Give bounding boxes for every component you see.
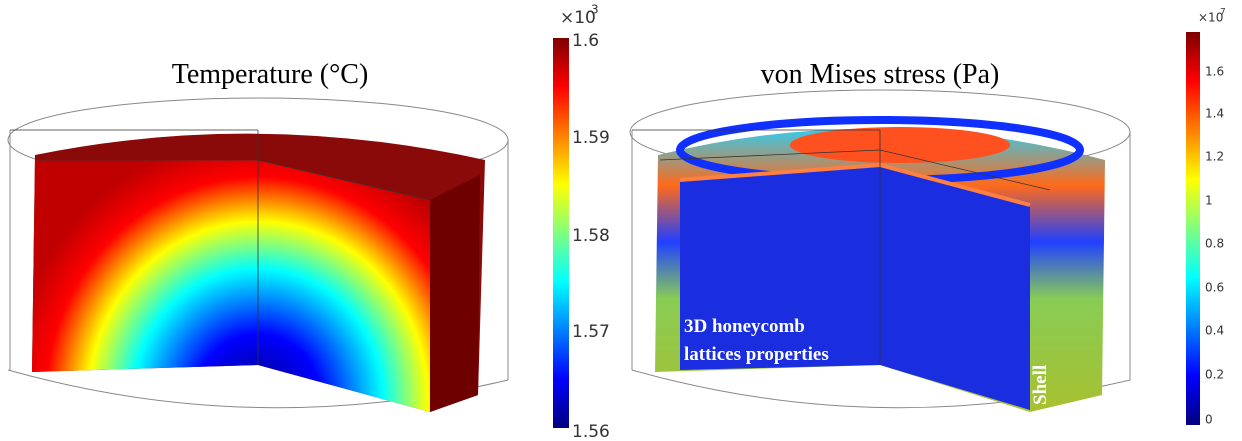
colorbar-tick: 1.58 bbox=[572, 226, 610, 246]
colorbar-tick: 0.8 bbox=[1205, 237, 1224, 251]
colorbar bbox=[553, 38, 569, 428]
figure: Temperature (°C) ×10 3 1.6 1.59 1.58 1.5… bbox=[0, 0, 1242, 441]
colorbar-tick: 1.57 bbox=[572, 322, 610, 342]
panel-title: von Mises stress (Pa) bbox=[761, 59, 1000, 90]
panel-title: Temperature (°C) bbox=[172, 59, 369, 90]
colorbar-tick: 1 bbox=[1205, 194, 1213, 208]
colorbar bbox=[1186, 32, 1200, 425]
annotation: 3D honeycomb bbox=[684, 316, 805, 337]
annotation: lattices properties bbox=[684, 344, 829, 365]
colorbar-exponent: 7 bbox=[1220, 8, 1226, 18]
cut-face bbox=[32, 160, 430, 412]
core bbox=[680, 165, 1030, 410]
temperature-panel: Temperature (°C) ×10 3 1.6 1.59 1.58 1.5… bbox=[8, 3, 610, 441]
colorbar-tick: 1.2 bbox=[1205, 150, 1224, 164]
colorbar-tick: 0.2 bbox=[1205, 368, 1224, 382]
colorbar-exponent: 3 bbox=[591, 3, 599, 17]
colorbar-tick: 0.4 bbox=[1205, 324, 1224, 338]
colorbar-tick: 1.6 bbox=[1205, 65, 1224, 79]
annotation: Shell bbox=[1030, 365, 1051, 405]
colorbar-tick: 1.4 bbox=[1205, 107, 1224, 121]
stress-panel: von Mises stress (Pa) 3D honeycomb latti… bbox=[630, 8, 1226, 427]
colorbar-tick: 1.56 bbox=[572, 422, 610, 441]
colorbar-tick: 1.6 bbox=[572, 31, 599, 51]
colorbar-tick: 1.59 bbox=[572, 128, 610, 148]
colorbar-tick: 0 bbox=[1205, 413, 1213, 427]
colorbar-tick: 0.6 bbox=[1205, 281, 1224, 295]
